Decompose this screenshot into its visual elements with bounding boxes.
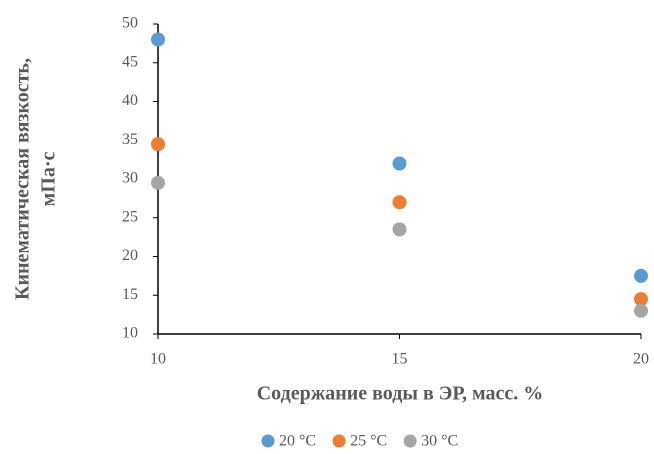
point: [151, 32, 165, 47]
x-tick-label: 10: [150, 351, 166, 368]
point: [634, 303, 648, 318]
x-axis-label: Содержание воды в ЭР, масс. %: [257, 383, 544, 405]
legend-label: 30 °C: [421, 433, 458, 450]
x-tick-label: 15: [392, 351, 408, 368]
point: [151, 175, 165, 190]
y-tick-label: 45: [122, 53, 138, 70]
legend-marker: [261, 434, 275, 448]
point: [634, 268, 648, 283]
legend-label: 20 °C: [279, 433, 316, 450]
point: [392, 222, 407, 237]
legend-marker: [403, 434, 417, 448]
y-tick-label: 20: [122, 247, 138, 264]
y-tick-label: 30: [122, 170, 138, 187]
legend-label: 25 °C: [350, 433, 387, 450]
legend-marker: [332, 434, 346, 448]
x-tick-label: 20: [633, 351, 649, 368]
point: [151, 137, 165, 152]
point: [392, 195, 407, 210]
point: [392, 156, 407, 171]
y-tick-label: 10: [122, 325, 138, 342]
y-tick-label: 15: [122, 286, 138, 303]
y-axis-label: Кинематическая вязкость,: [12, 58, 34, 300]
y-tick-label: 25: [122, 208, 138, 225]
point: [634, 292, 648, 307]
y-axis-label: мПа·с: [38, 152, 60, 207]
y-tick-label: 50: [122, 15, 138, 32]
y-tick-label: 40: [122, 92, 138, 109]
y-tick-label: 35: [122, 131, 138, 148]
